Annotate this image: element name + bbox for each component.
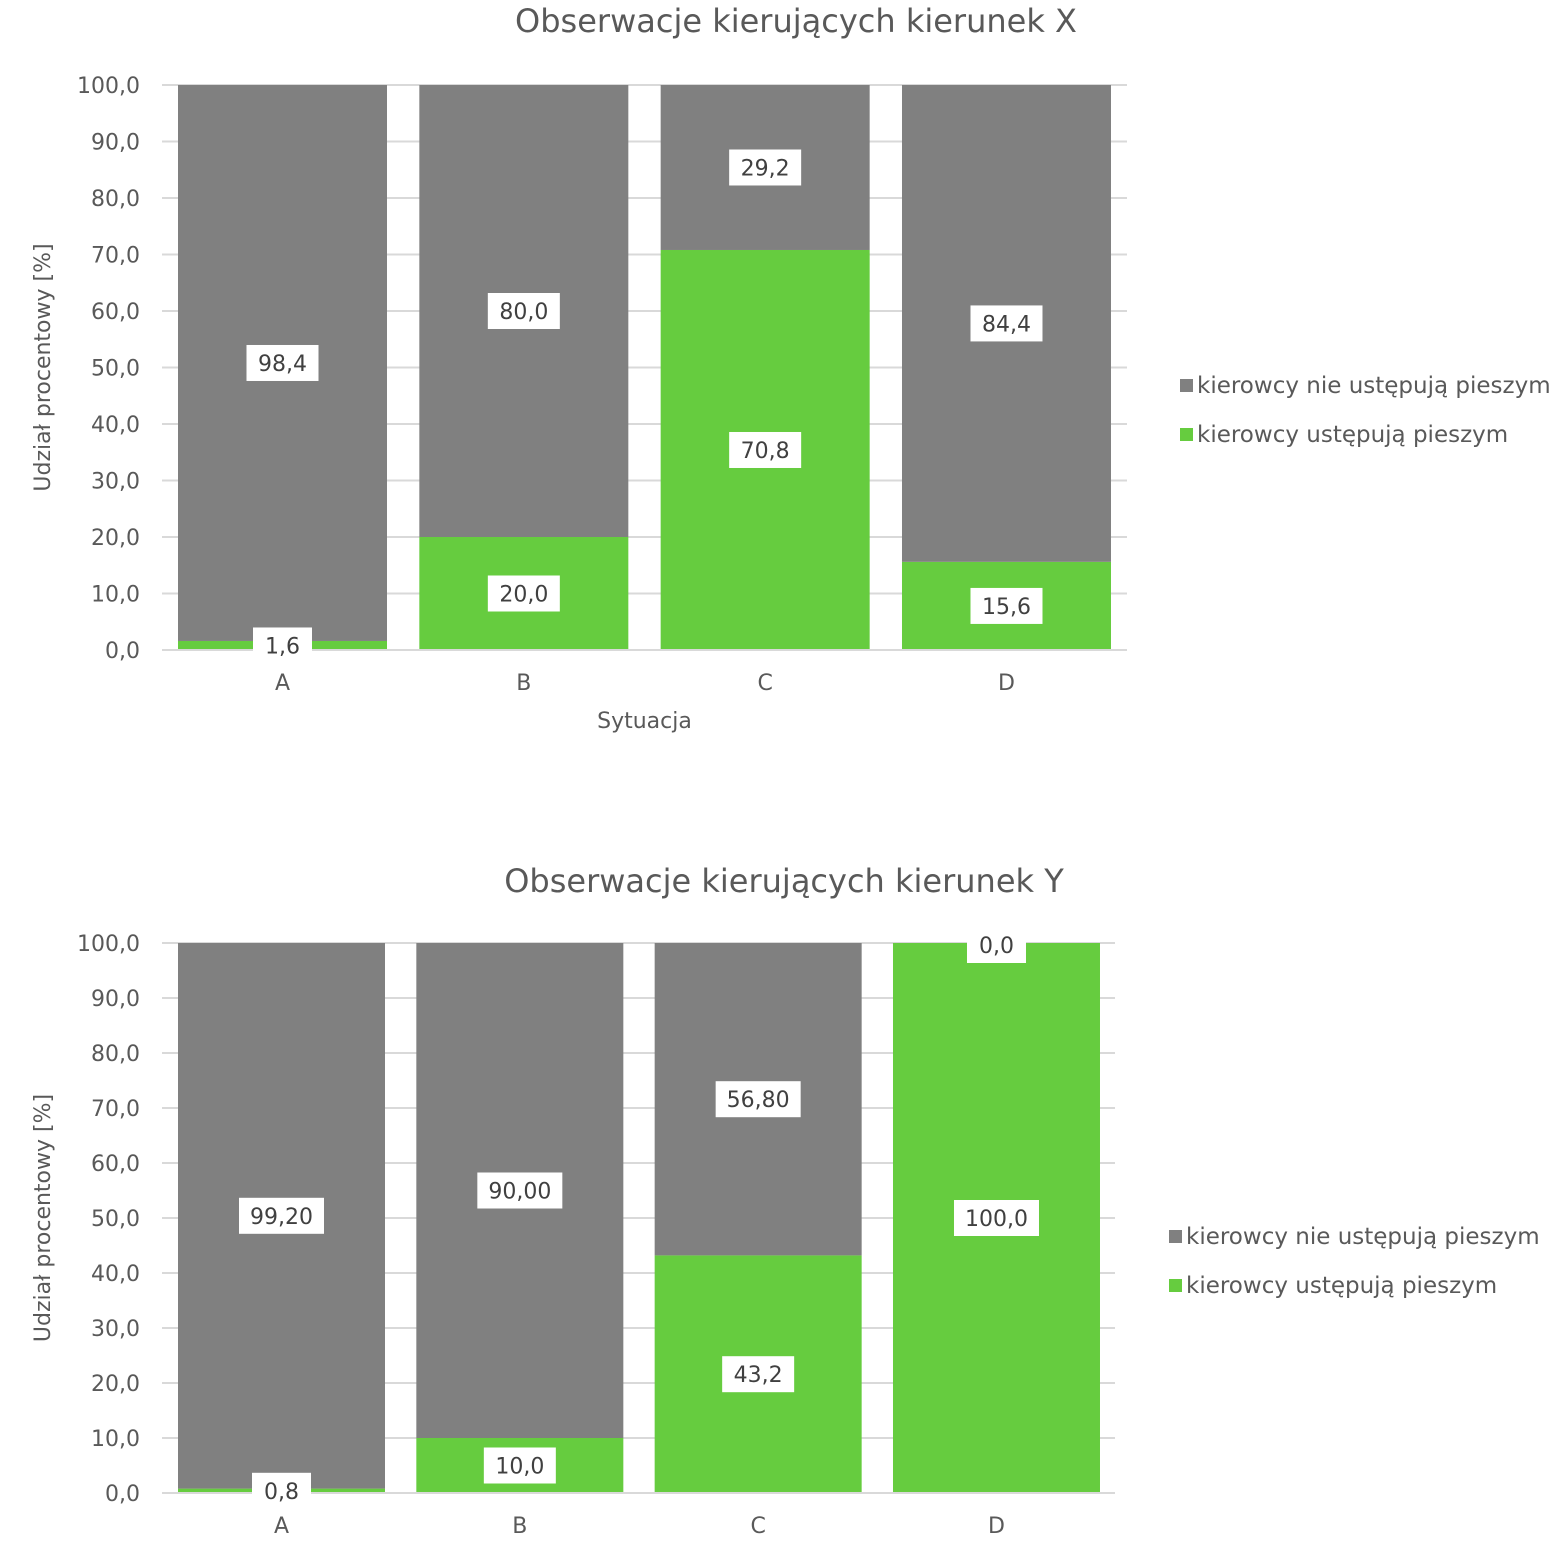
plot-area: 0,0 10,0 20,0 30,0 40,0 50,0 60,0 70,0 80,0 90,0 1… [31, 74, 1127, 734]
data-label-box [487, 575, 560, 612]
x-axis-title: Sytuacja [597, 709, 692, 734]
data-label: 98,4 [258, 352, 307, 377]
legend-item-ustepuja: kierowcy ustępują pieszym [1180, 422, 1508, 448]
y-tick-label: 0,0 [105, 1482, 140, 1507]
y-tick-label: 20,0 [91, 1372, 140, 1397]
y-tick-label: 90,0 [91, 131, 140, 156]
legend-swatch-gray [1180, 379, 1193, 392]
x-tick-label: D [998, 671, 1015, 696]
data-label: 1,6 [265, 634, 300, 659]
y-tick-label: 90,0 [91, 987, 140, 1012]
chart-kierunek-x: Obserwacje kierujących kierunek X 0,0 10,… [0, 0, 1568, 760]
legend-item-ustepuja: kierowcy ustępują pieszym [1169, 1273, 1497, 1299]
y-tick-label: 40,0 [91, 1262, 140, 1287]
data-label: 70,8 [741, 439, 790, 464]
y-tick-label: 50,0 [91, 357, 140, 382]
y-tick-label: 70,0 [91, 1097, 140, 1122]
y-tick-label: 80,0 [91, 187, 140, 212]
data-label-box [970, 305, 1043, 342]
data-label-box [253, 627, 312, 664]
data-label: 100,0 [965, 1207, 1028, 1232]
x-tick-label: D [988, 1514, 1005, 1539]
y-axis-title: Udział procentowy [%] [31, 243, 56, 491]
data-label-box [953, 1200, 1039, 1236]
data-label-box [970, 587, 1043, 624]
y-tick-label: 60,0 [91, 300, 140, 325]
y-tick-label: 0,0 [105, 639, 140, 664]
x-tick-label: C [757, 671, 772, 696]
data-label: 15,6 [982, 595, 1031, 620]
legend-label: kierowcy nie ustępują pieszym [1186, 1224, 1540, 1250]
data-label-box [722, 1356, 795, 1393]
data-label-box [729, 431, 802, 468]
data-label-box [729, 149, 802, 186]
x-tick-label: B [516, 671, 531, 696]
chart-title: Obserwacje kierujących kierunek X [515, 2, 1077, 40]
data-label: 99,20 [250, 1205, 313, 1230]
y-tick-label: 70,0 [91, 244, 140, 269]
y-tick-label: 40,0 [91, 413, 140, 438]
y-axis-title: Udział procentowy [%] [31, 1094, 56, 1342]
data-label: 20,0 [499, 583, 548, 608]
data-label-box [715, 1081, 801, 1118]
y-tick-label: 30,0 [91, 1317, 140, 1342]
data-label: 29,2 [741, 156, 790, 181]
legend-label: kierowcy ustępują pieszym [1197, 422, 1509, 448]
data-label-box [246, 344, 319, 381]
legend-item-nie-ustepuja: kierowcy nie ustępują pieszym [1180, 373, 1551, 399]
y-tick-label: 30,0 [91, 470, 140, 495]
data-label-box [477, 1172, 563, 1209]
x-tick-label: A [275, 671, 290, 696]
y-tick-label: 80,0 [91, 1042, 140, 1067]
data-label: 0,0 [979, 934, 1014, 959]
data-label: 0,8 [264, 1480, 299, 1505]
y-tick-label: 50,0 [91, 1207, 140, 1232]
data-label-box [252, 1472, 311, 1509]
legend-swatch-green [1180, 428, 1193, 441]
legend-label: kierowcy ustępują pieszym [1186, 1273, 1498, 1299]
data-label-box [483, 1447, 556, 1484]
data-label: 84,4 [982, 312, 1031, 337]
data-label-box [966, 927, 1026, 963]
y-tick-label: 60,0 [91, 1152, 140, 1177]
y-tick-label: 100,0 [77, 74, 140, 99]
chart-title: Obserwacje kierujących kierunek Y [504, 862, 1064, 900]
plot-area: 0,0 10,0 20,0 30,0 40,0 50,0 60,0 70,0 80,0 90,0 1… [31, 927, 1115, 1539]
data-label: 43,2 [734, 1363, 783, 1388]
y-tick-label: 100,0 [77, 932, 140, 957]
y-tick-label: 10,0 [91, 583, 140, 608]
x-tick-label: C [750, 1514, 765, 1539]
legend-label: kierowcy nie ustępują pieszym [1197, 373, 1551, 399]
data-label-box [239, 1197, 324, 1234]
legend-swatch-green [1169, 1279, 1182, 1292]
data-label: 90,00 [488, 1180, 551, 1205]
data-label: 80,0 [499, 300, 548, 325]
legend-swatch-gray [1169, 1230, 1182, 1243]
x-tick-label: A [274, 1514, 289, 1539]
data-label: 56,80 [727, 1088, 790, 1113]
y-tick-label: 10,0 [91, 1427, 140, 1452]
data-label-box [487, 293, 560, 329]
chart-kierunek-y: Obserwacje kierujących kierunek Y 0,0 10,… [0, 860, 1568, 1542]
y-tick-label: 20,0 [91, 526, 140, 551]
x-tick-label: B [512, 1514, 527, 1539]
legend-item-nie-ustepuja: kierowcy nie ustępują pieszym [1169, 1224, 1540, 1250]
data-label: 10,0 [495, 1455, 544, 1480]
